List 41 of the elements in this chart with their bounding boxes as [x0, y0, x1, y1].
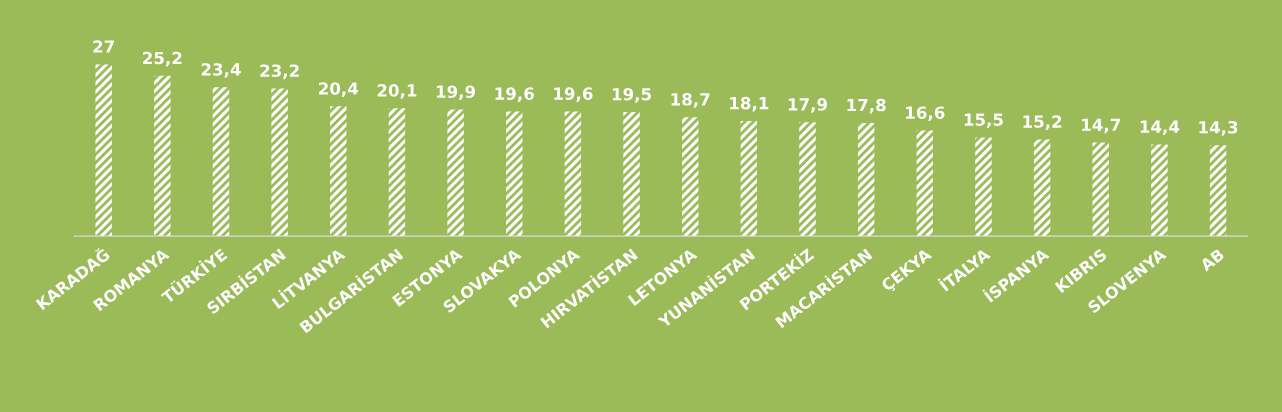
data-label: 27	[93, 40, 114, 53]
bar	[681, 117, 699, 237]
bar	[212, 87, 230, 237]
bar	[388, 108, 406, 237]
bar	[1033, 139, 1051, 237]
data-label: 25,2	[143, 51, 182, 67]
bar	[154, 75, 171, 237]
data-label: 23,4	[201, 63, 241, 78]
data-label: 19,9	[436, 85, 476, 101]
data-label: 14,4	[1140, 120, 1180, 136]
data-label: 18,1	[730, 96, 769, 112]
data-label: 15,5	[964, 113, 1003, 129]
data-label: 19,6	[554, 87, 593, 103]
bar	[271, 88, 288, 237]
data-label: 14,3	[1199, 120, 1238, 136]
data-label: 17,9	[788, 98, 827, 113]
bar	[975, 137, 992, 237]
data-label: 23,2	[260, 64, 299, 80]
data-label: 17,8	[847, 98, 886, 114]
bar	[799, 122, 816, 237]
data-label: 16,6	[906, 106, 945, 122]
bar	[857, 122, 875, 237]
data-label: 19,5	[612, 87, 651, 103]
x-tick-label: AB	[1199, 248, 1225, 272]
bar	[740, 121, 758, 237]
data-label: 14,7	[1082, 118, 1120, 134]
bar	[564, 111, 582, 237]
bar	[506, 111, 523, 237]
data-label: 19,6	[495, 87, 534, 103]
data-label: 18,7	[671, 93, 710, 108]
bar	[1092, 142, 1109, 237]
bar	[1151, 144, 1168, 237]
bar	[447, 109, 464, 237]
data-label: 15,2	[1023, 115, 1062, 130]
data-label: 20,1	[377, 84, 417, 99]
bar	[95, 64, 112, 237]
bar	[330, 106, 347, 237]
bar	[916, 130, 934, 237]
data-label: 20,4	[319, 82, 359, 97]
bar	[623, 112, 640, 237]
bar	[1209, 145, 1227, 237]
